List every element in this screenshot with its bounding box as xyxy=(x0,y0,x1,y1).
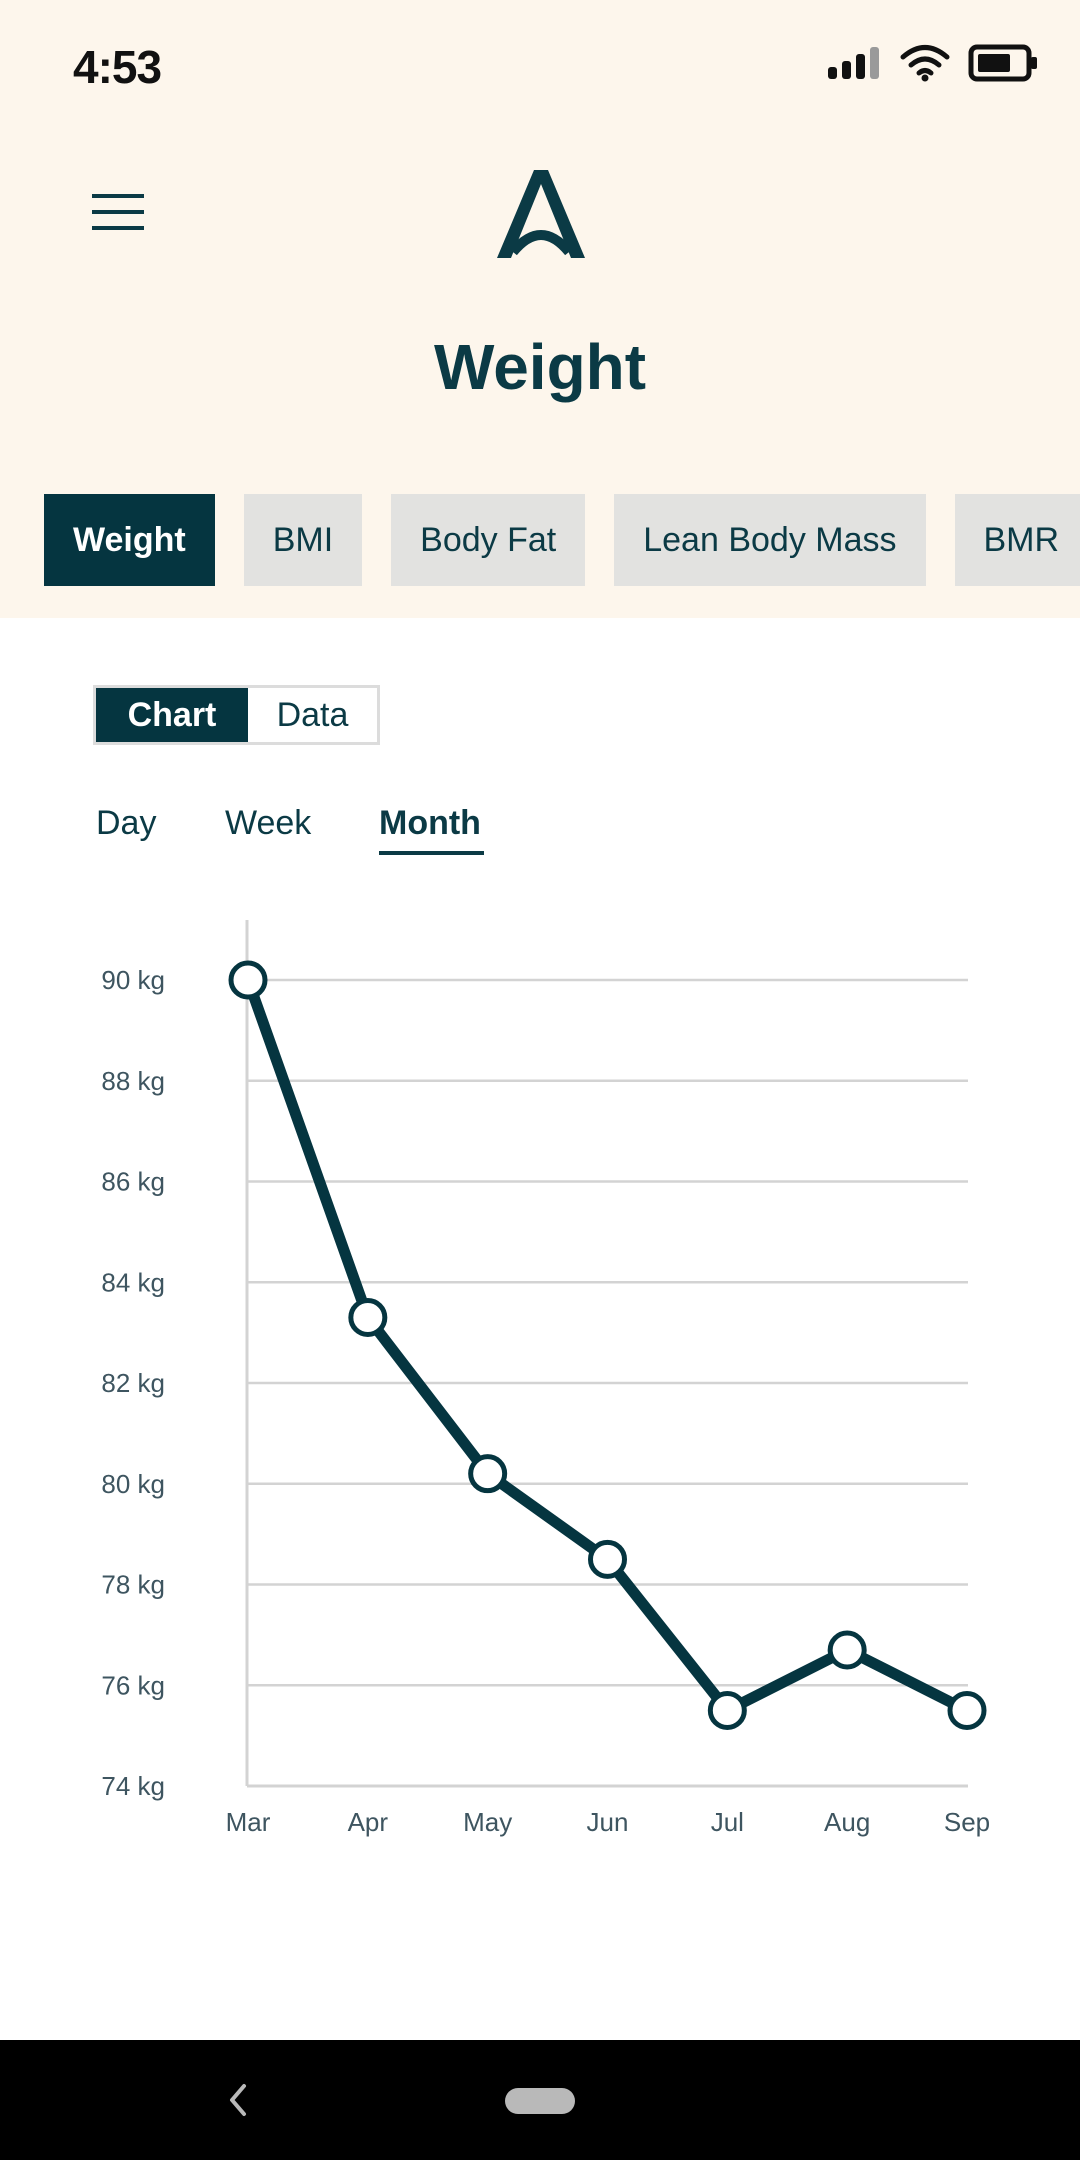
x-tick-label: Mar xyxy=(226,1807,271,1837)
signal-icon xyxy=(828,47,879,79)
data-point xyxy=(228,960,268,1000)
x-tick-label: Jul xyxy=(711,1807,744,1837)
data-point xyxy=(348,1298,388,1338)
battery-icon xyxy=(968,44,1037,82)
status-time: 4:53 xyxy=(73,41,162,93)
metric-tabs: Weight BMI Body Fat Lean Body Mass BMR xyxy=(44,494,1080,586)
y-tick-label: 78 kg xyxy=(101,1570,165,1600)
x-tick-label: May xyxy=(463,1807,512,1837)
y-tick-label: 80 kg xyxy=(101,1469,165,1499)
hamburger-menu-icon[interactable] xyxy=(92,192,144,232)
status-icons xyxy=(826,44,1040,82)
x-tick-label: Aug xyxy=(824,1807,870,1837)
data-view-button[interactable]: Data xyxy=(276,695,349,734)
chart-view-button[interactable]: Chart xyxy=(96,688,248,742)
wifi-icon xyxy=(900,45,950,82)
data-point xyxy=(468,1454,508,1494)
y-tick-label: 88 kg xyxy=(101,1066,165,1096)
tab-weight[interactable]: Weight xyxy=(44,494,215,586)
data-point xyxy=(827,1630,867,1670)
nav-home-pill[interactable] xyxy=(505,2088,575,2114)
y-tick-label: 84 kg xyxy=(101,1267,165,1297)
period-tab-week[interactable]: Week xyxy=(225,804,312,842)
weight-series-line xyxy=(242,974,973,1716)
x-tick-label: Sep xyxy=(944,1807,990,1837)
x-tick-label: Jun xyxy=(587,1807,629,1837)
weight-line-chart: 90 kg 88 kg 86 kg 84 kg 82 kg 80 kg 78 kg 76 kg… xyxy=(101,920,990,1837)
data-point xyxy=(588,1539,627,1579)
period-tab-day[interactable]: Day xyxy=(96,804,157,842)
view-toggle: Chart Data xyxy=(93,685,380,745)
x-tick-label: Apr xyxy=(348,1807,389,1837)
page-title: Weight xyxy=(433,331,647,403)
y-tick-label: 90 kg xyxy=(101,965,165,995)
y-tick-label: 82 kg xyxy=(101,1368,165,1398)
data-point xyxy=(947,1690,987,1730)
period-tab-month[interactable]: Month xyxy=(379,804,481,842)
y-tick-label: 76 kg xyxy=(101,1670,165,1700)
y-tick-label: 74 kg xyxy=(101,1771,165,1801)
y-tick-label: 86 kg xyxy=(101,1167,165,1197)
tab-bmr[interactable]: BMR xyxy=(954,494,1080,586)
period-tab-underline xyxy=(379,851,484,855)
nav-back-icon[interactable] xyxy=(224,2080,250,2120)
tab-lean-body-mass[interactable]: Lean Body Mass xyxy=(614,494,926,586)
tab-body-fat[interactable]: Body Fat xyxy=(391,494,586,586)
tab-bmi[interactable]: BMI xyxy=(243,494,363,586)
app-logo xyxy=(497,170,585,258)
data-point xyxy=(707,1690,747,1730)
